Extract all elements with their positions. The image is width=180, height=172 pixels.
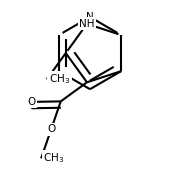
Text: O: O [47,124,55,134]
Text: O: O [27,97,35,107]
Text: N: N [86,12,94,22]
Text: CH$_3$: CH$_3$ [49,72,70,86]
Text: CH$_3$: CH$_3$ [43,152,64,165]
Text: NH: NH [79,19,95,29]
